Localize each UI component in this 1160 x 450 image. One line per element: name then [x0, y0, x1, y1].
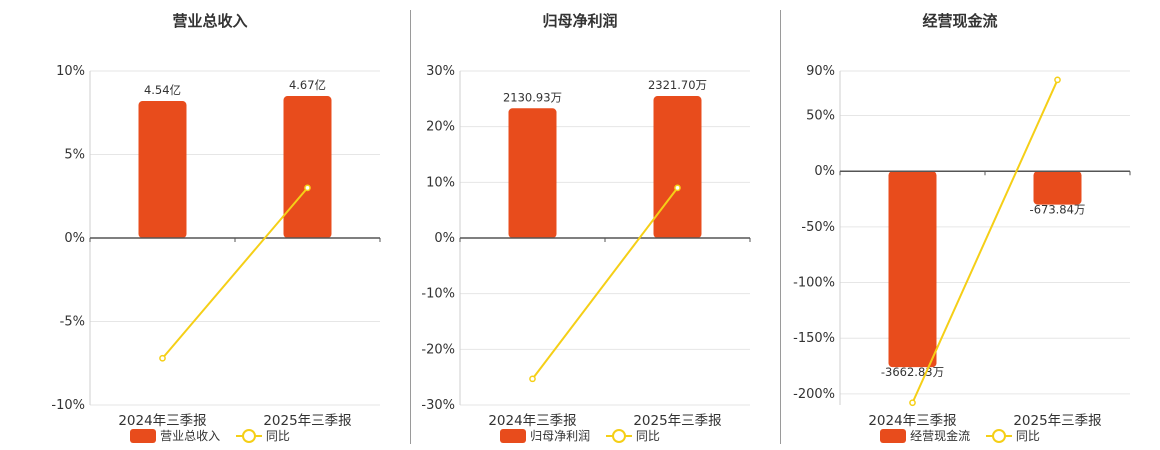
yoy-point: [529, 375, 536, 383]
legend-label: 经营现金流: [910, 429, 971, 443]
bar: [888, 171, 937, 368]
yoy-point: [909, 399, 916, 407]
bar-data-label: -3662.83万: [881, 365, 944, 379]
legend-swatch-bar: [130, 428, 157, 443]
legend-swatch-line: [985, 428, 1012, 443]
y-tick-label: -20%: [421, 342, 455, 357]
legend[interactable]: 营业总收入 同比: [25, 427, 395, 446]
chart-title: 归母净利润: [542, 12, 618, 30]
y-tick-label: 10%: [426, 175, 455, 190]
bar: [508, 108, 557, 239]
yoy-line: [911, 79, 1059, 404]
legend-label: 归母净利润: [530, 429, 591, 443]
panel-net-profit: 归母净利润 30% 20% 10% 0% -10% -20% -30% 2130.93万 232…: [395, 0, 765, 450]
yoy-point: [304, 184, 311, 192]
legend[interactable]: 经营现金流 同比: [775, 427, 1145, 446]
x-tick-label: 2025年三季报: [633, 413, 721, 429]
y-tick-label: 30%: [426, 64, 455, 79]
y-tick-label: -150%: [793, 331, 835, 346]
bar: [138, 101, 187, 238]
bar: [1033, 171, 1082, 205]
legend-item-line[interactable]: 同比: [985, 427, 1040, 444]
y-tick-label: -50%: [801, 220, 835, 235]
panel-cash-flow: 经营现金流 90% 50% 0% -50% -100% -150% -200% -3662.8…: [775, 0, 1145, 450]
x-tick-label: 2024年三季报: [118, 413, 206, 429]
y-tick-label: -200%: [793, 387, 835, 402]
y-tick-label: 0%: [434, 231, 455, 246]
legend-item-bar[interactable]: 归母净利润: [500, 427, 590, 444]
chart-svg: 10% 5% 0% -5% -10% 4.54亿 4.67亿 2024年三季报 2025年三季报: [51, 64, 381, 429]
y-tick-label: 0%: [814, 164, 835, 179]
y-tick-label: 10%: [56, 64, 85, 79]
legend-item-bar[interactable]: 营业总收入: [130, 427, 220, 444]
legend-swatch-bar: [880, 428, 907, 443]
y-tick-label: 0%: [64, 231, 85, 246]
panel-divider: [780, 10, 781, 444]
panel-revenue: 营业总收入 10% 5% 0% -5% -10% 4.54亿 4.67亿 2024年三季报 20…: [25, 0, 395, 450]
yoy-line: [161, 187, 309, 359]
legend-swatch-line: [605, 428, 632, 443]
bar-data-label: -673.84万: [1030, 203, 1086, 217]
bar-data-label: 2321.70万: [648, 78, 707, 92]
bar: [283, 96, 332, 238]
yoy-point: [1054, 76, 1061, 84]
legend-label: 同比: [1015, 429, 1040, 443]
x-tick-label: 2025年三季报: [263, 413, 351, 429]
y-tick-label: -10%: [421, 287, 455, 302]
bar-data-label: 2130.93万: [503, 90, 562, 104]
y-tick-label: -100%: [793, 276, 835, 291]
legend-swatch-bar: [500, 428, 527, 443]
yoy-point: [159, 354, 166, 362]
panel-divider: [410, 10, 411, 444]
x-tick-label: 2024年三季报: [488, 413, 576, 429]
x-tick-label: 2024年三季报: [868, 413, 956, 429]
y-tick-label: 5%: [64, 148, 85, 163]
y-tick-label: 50%: [806, 109, 835, 124]
legend-label: 营业总收入: [160, 429, 221, 443]
yoy-line: [531, 187, 679, 380]
yoy-point: [674, 184, 681, 192]
legend-item-bar[interactable]: 经营现金流: [880, 427, 970, 444]
legend-label: 同比: [635, 429, 660, 443]
y-tick-label: 90%: [806, 64, 835, 79]
legend-item-line[interactable]: 同比: [605, 427, 660, 444]
bar: [653, 96, 702, 238]
x-tick-label: 2025年三季报: [1013, 413, 1101, 429]
y-tick-label: -10%: [51, 398, 85, 413]
bar-data-label: 4.67亿: [289, 78, 326, 92]
chart-svg: 90% 50% 0% -50% -100% -150% -200% -3662.83万 -673…: [793, 64, 1131, 429]
chart-title: 营业总收入: [172, 12, 248, 30]
y-tick-label: -30%: [421, 398, 455, 413]
chart-svg: 30% 20% 10% 0% -10% -20% -30% 2130.93万 2321.70万 2…: [421, 64, 751, 429]
legend-item-line[interactable]: 同比: [235, 427, 290, 444]
chart-title: 经营现金流: [922, 12, 998, 30]
legend-swatch-line: [235, 428, 262, 443]
legend-label: 同比: [265, 429, 290, 443]
legend[interactable]: 归母净利润 同比: [395, 427, 765, 446]
y-tick-label: -5%: [60, 315, 85, 330]
bar-data-label: 4.54亿: [144, 83, 181, 97]
y-tick-label: 20%: [426, 120, 455, 135]
